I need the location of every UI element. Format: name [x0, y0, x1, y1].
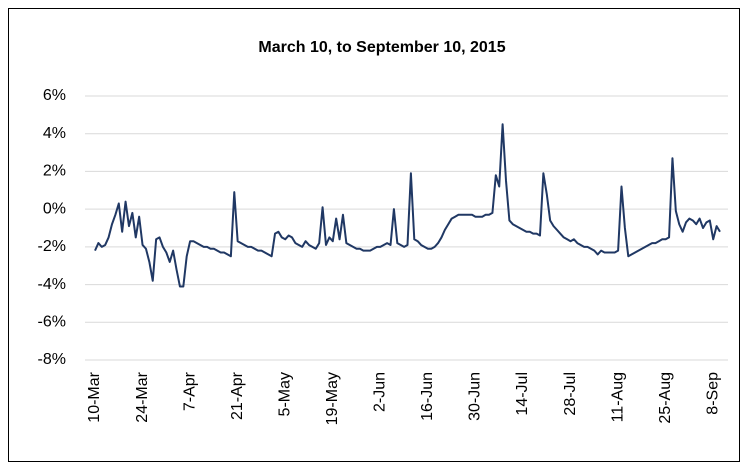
x-tick-label: 2-Jun: [372, 372, 389, 412]
data-line: [94, 123, 721, 288]
y-tick-label: 6%: [43, 87, 66, 104]
y-tick-label: -4%: [38, 276, 66, 293]
x-tick-label: 24-Mar: [134, 371, 151, 422]
x-tick-label: 8-Sep: [704, 372, 721, 415]
chart-title: March 10, to September 10, 2015: [258, 39, 505, 56]
y-tick-label: 4%: [43, 125, 66, 142]
y-tick-label: -8%: [38, 351, 66, 368]
x-tick-label: 16-Jun: [419, 372, 436, 421]
x-tick-label: 28-Jul: [562, 372, 579, 416]
x-tick-label: 7-Apr: [181, 371, 198, 411]
y-tick-label: 0%: [43, 200, 66, 217]
y-tick-label: -6%: [38, 314, 66, 331]
x-tick-label: 10-Mar: [86, 371, 103, 422]
x-tick-label: 14-Jul: [514, 372, 531, 416]
x-tick-label: 30-Jun: [467, 372, 484, 421]
x-tick-label: 19-May: [324, 372, 341, 425]
y-tick-label: -2%: [38, 238, 66, 255]
x-tick-label: 25-Aug: [657, 372, 674, 424]
y-tick-label: 2%: [43, 163, 66, 180]
x-tick-label: 5-May: [276, 372, 293, 416]
x-tick-label: 11-Aug: [609, 372, 626, 422]
x-tick-label: 21-Apr: [229, 371, 246, 420]
chart-border: [8, 8, 740, 462]
